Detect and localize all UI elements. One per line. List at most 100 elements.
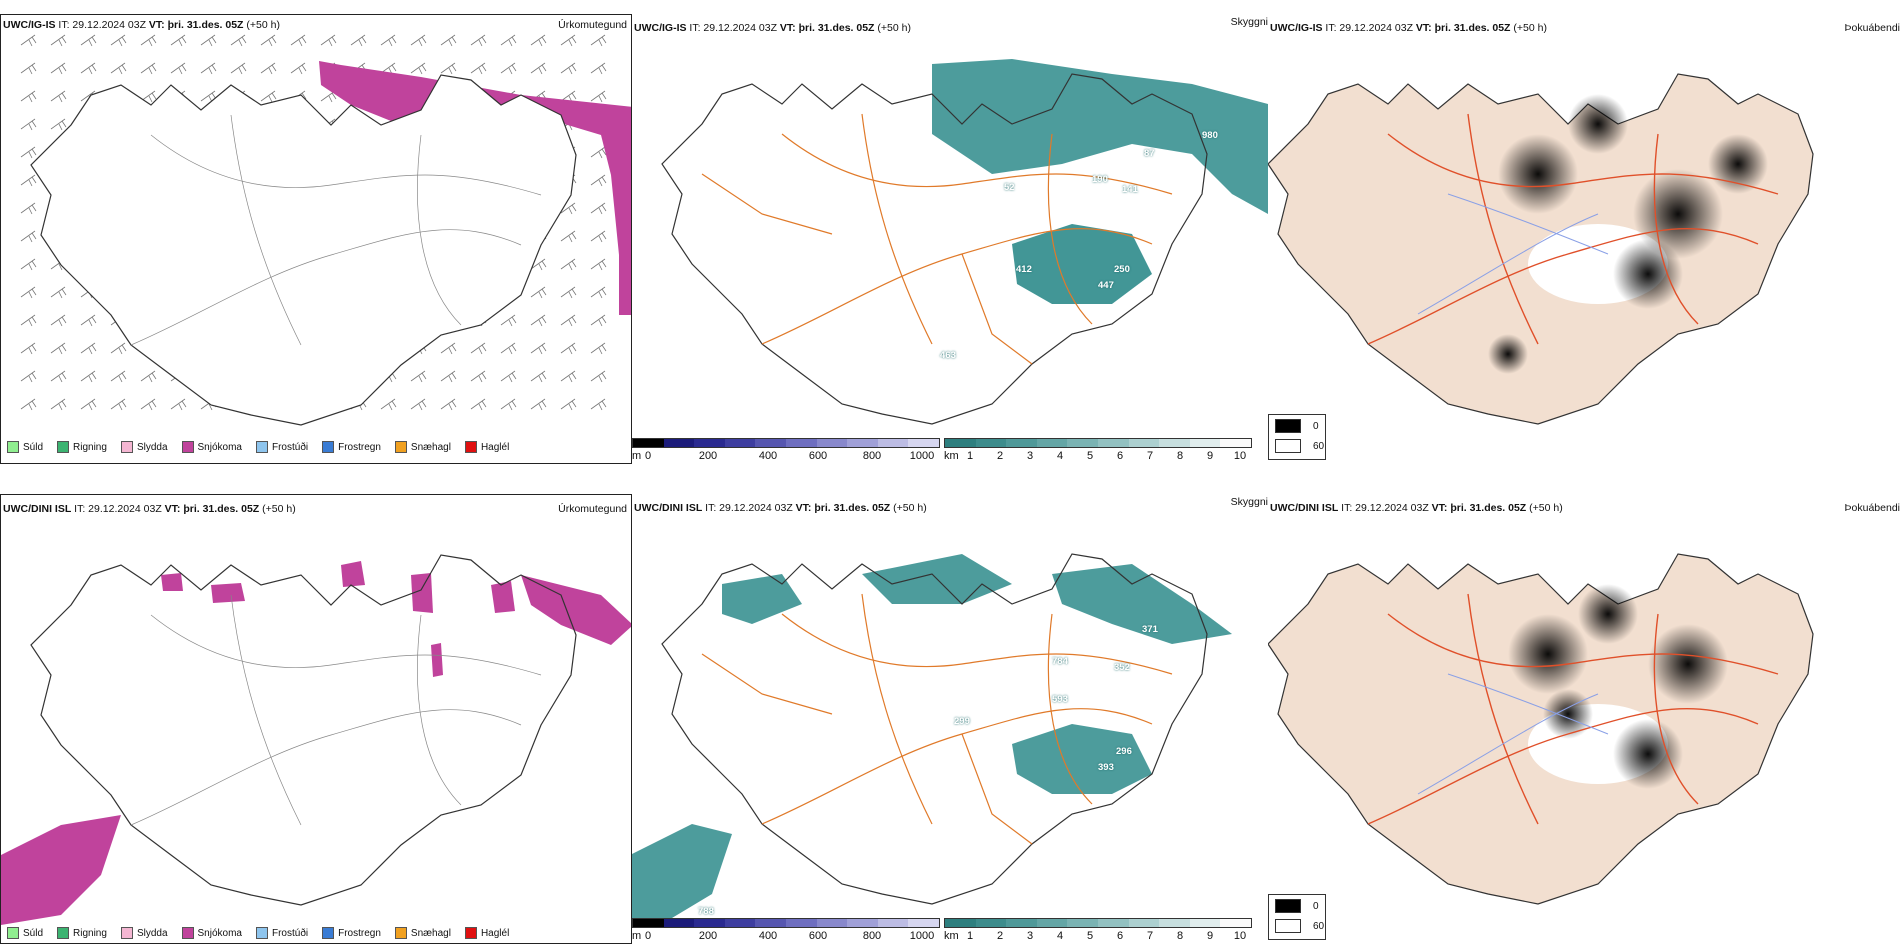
colorbar-tick: 10 xyxy=(1233,450,1247,462)
map-title: Skyggni xyxy=(1230,16,1268,28)
low-visibility-area xyxy=(632,824,732,924)
visibility-label: 299 xyxy=(954,716,970,727)
legend-item: Slydda xyxy=(120,927,168,939)
legend-swatch xyxy=(57,927,70,939)
snow-patch xyxy=(161,573,183,591)
precip-legend: Súld Rigning Slydda Snjókoma Frostúði Fr… xyxy=(7,441,509,453)
colorbar-tick: 5 xyxy=(1086,450,1094,462)
iceland-outline xyxy=(30,554,577,906)
legend-swatch xyxy=(181,441,194,453)
visibility-label: 788 xyxy=(698,906,714,917)
colorbar-unit: km xyxy=(944,930,959,942)
colorbar-tick: 1 xyxy=(966,930,974,942)
precip-legend: Súld Rigning Slydda Snjókoma Frostúði Fr… xyxy=(7,927,509,939)
legend-item: Rigning xyxy=(57,927,107,939)
legend-swatch xyxy=(464,441,477,453)
legend-swatch xyxy=(255,927,268,939)
fog-index-map-dini: UWC/DINI ISL IT: 29.12.2024 03Z VT: þri.… xyxy=(1268,494,1900,950)
colorbar-tick: 0 xyxy=(644,450,652,462)
colorbar-tick: 1000 xyxy=(909,930,935,942)
legend-label: Slydda xyxy=(136,441,168,453)
visibility-label: 250 xyxy=(1114,264,1130,275)
colorbar-tick: 800 xyxy=(862,450,882,462)
legend-item: Súld xyxy=(7,927,43,939)
fog-blob xyxy=(1633,169,1723,259)
fog-blob xyxy=(1508,614,1588,694)
visibility-label: 190 xyxy=(1092,174,1108,185)
colorbar-tick: 9 xyxy=(1206,450,1214,462)
map-title: Þokuábendi xyxy=(1844,22,1900,34)
fog-legend: 0 60 xyxy=(1268,414,1326,460)
iceland-precip-map xyxy=(20,34,631,426)
low-visibility-area xyxy=(722,574,802,624)
colorbar-tick: 4 xyxy=(1056,930,1064,942)
legend-item: Frostúði xyxy=(255,441,309,453)
fog-blob xyxy=(1708,134,1768,194)
colorbar-tick: 8 xyxy=(1176,930,1184,942)
map-header: UWC/IG-IS IT: 29.12.2024 03Z VT: þri. 31… xyxy=(3,19,280,31)
legend-label: 0 xyxy=(1313,900,1319,912)
map-header: UWC/IG-IS IT: 29.12.2024 03Z VT: þri. 31… xyxy=(1270,22,1547,34)
iceland-outline xyxy=(661,73,1208,425)
legend-swatch xyxy=(7,927,19,939)
legend-label: Frostregn xyxy=(338,441,381,453)
legend-item: Haglél xyxy=(464,441,510,453)
map-header: UWC/DINI ISL IT: 29.12.2024 03Z VT: þri.… xyxy=(1270,502,1563,514)
legend-item: Frostúði xyxy=(255,927,309,939)
legend-label: Frostregn xyxy=(338,927,381,939)
colorbar-tick: 400 xyxy=(758,450,778,462)
legend-label: Snæhagl xyxy=(410,927,451,939)
iceland-visibility-map xyxy=(632,553,1232,924)
visibility-label: 352 xyxy=(1114,662,1130,673)
fog-blob xyxy=(1488,334,1528,374)
snow-patch xyxy=(1,815,121,925)
legend-swatch xyxy=(1275,919,1301,933)
colorbar-tick: 3 xyxy=(1026,450,1034,462)
colorbar-tick: 2 xyxy=(996,450,1004,462)
visibility-label: 371 xyxy=(1142,624,1158,635)
colorbar-tick: 6 xyxy=(1116,930,1124,942)
low-visibility-area xyxy=(1012,724,1152,794)
legend-label: 60 xyxy=(1313,920,1325,932)
colorbar-tick: 200 xyxy=(698,930,718,942)
snow-patch xyxy=(521,575,631,645)
precip-type-map-igis: UWC/IG-IS IT: 29.12.2024 03Z VT: þri. 31… xyxy=(0,14,632,464)
visibility-label: 296 xyxy=(1116,746,1132,757)
colorbar-unit: m xyxy=(632,930,642,942)
fog-blob xyxy=(1613,239,1683,309)
legend-label: Haglél xyxy=(480,441,510,453)
visibility-label: 52 xyxy=(1004,182,1015,193)
low-visibility-area xyxy=(1052,564,1232,644)
colorbar-tick: 5 xyxy=(1086,930,1094,942)
fog-blob xyxy=(1613,719,1683,789)
legend-label: Súld xyxy=(23,927,44,939)
legend-item: Slydda xyxy=(120,441,168,453)
colorbar-tick: 600 xyxy=(808,450,828,462)
iceland-visibility-map xyxy=(661,59,1268,425)
colorbar-tick: 1 xyxy=(966,450,974,462)
map-header: UWC/DINI ISL IT: 29.12.2024 03Z VT: þri.… xyxy=(3,503,296,515)
legend-swatch xyxy=(120,927,133,939)
legend-label: Frostúði xyxy=(271,927,309,939)
map-title: Úrkomutegund xyxy=(558,19,627,31)
legend-item: Súld xyxy=(7,441,43,453)
colorbar-tick: 800 xyxy=(862,930,882,942)
snow-patch xyxy=(211,583,245,603)
map-header: UWC/IG-IS IT: 29.12.2024 03Z VT: þri. 31… xyxy=(634,22,911,34)
iceland-fog-map xyxy=(1268,553,1814,905)
iceland-precip-map xyxy=(1,554,631,925)
fog-index-map-igis: UWC/IG-IS IT: 29.12.2024 03Z VT: þri. 31… xyxy=(1268,14,1900,464)
visibility-map-igis: UWC/IG-IS IT: 29.12.2024 03Z VT: þri. 31… xyxy=(632,14,1268,464)
legend-item: Snjókoma xyxy=(181,927,242,939)
legend-swatch xyxy=(1275,899,1301,913)
colorbar-tick: 600 xyxy=(808,930,828,942)
legend-swatch xyxy=(181,927,194,939)
visibility-label: 87 xyxy=(1144,148,1155,159)
legend-label: Frostúði xyxy=(271,441,309,453)
legend-swatch xyxy=(322,927,335,939)
legend-swatch xyxy=(120,441,133,453)
visibility-label: 141 xyxy=(1122,184,1138,195)
fog-legend: 0 60 xyxy=(1268,894,1326,940)
legend-label: Snjókoma xyxy=(197,441,242,453)
legend-swatch xyxy=(1275,419,1301,433)
